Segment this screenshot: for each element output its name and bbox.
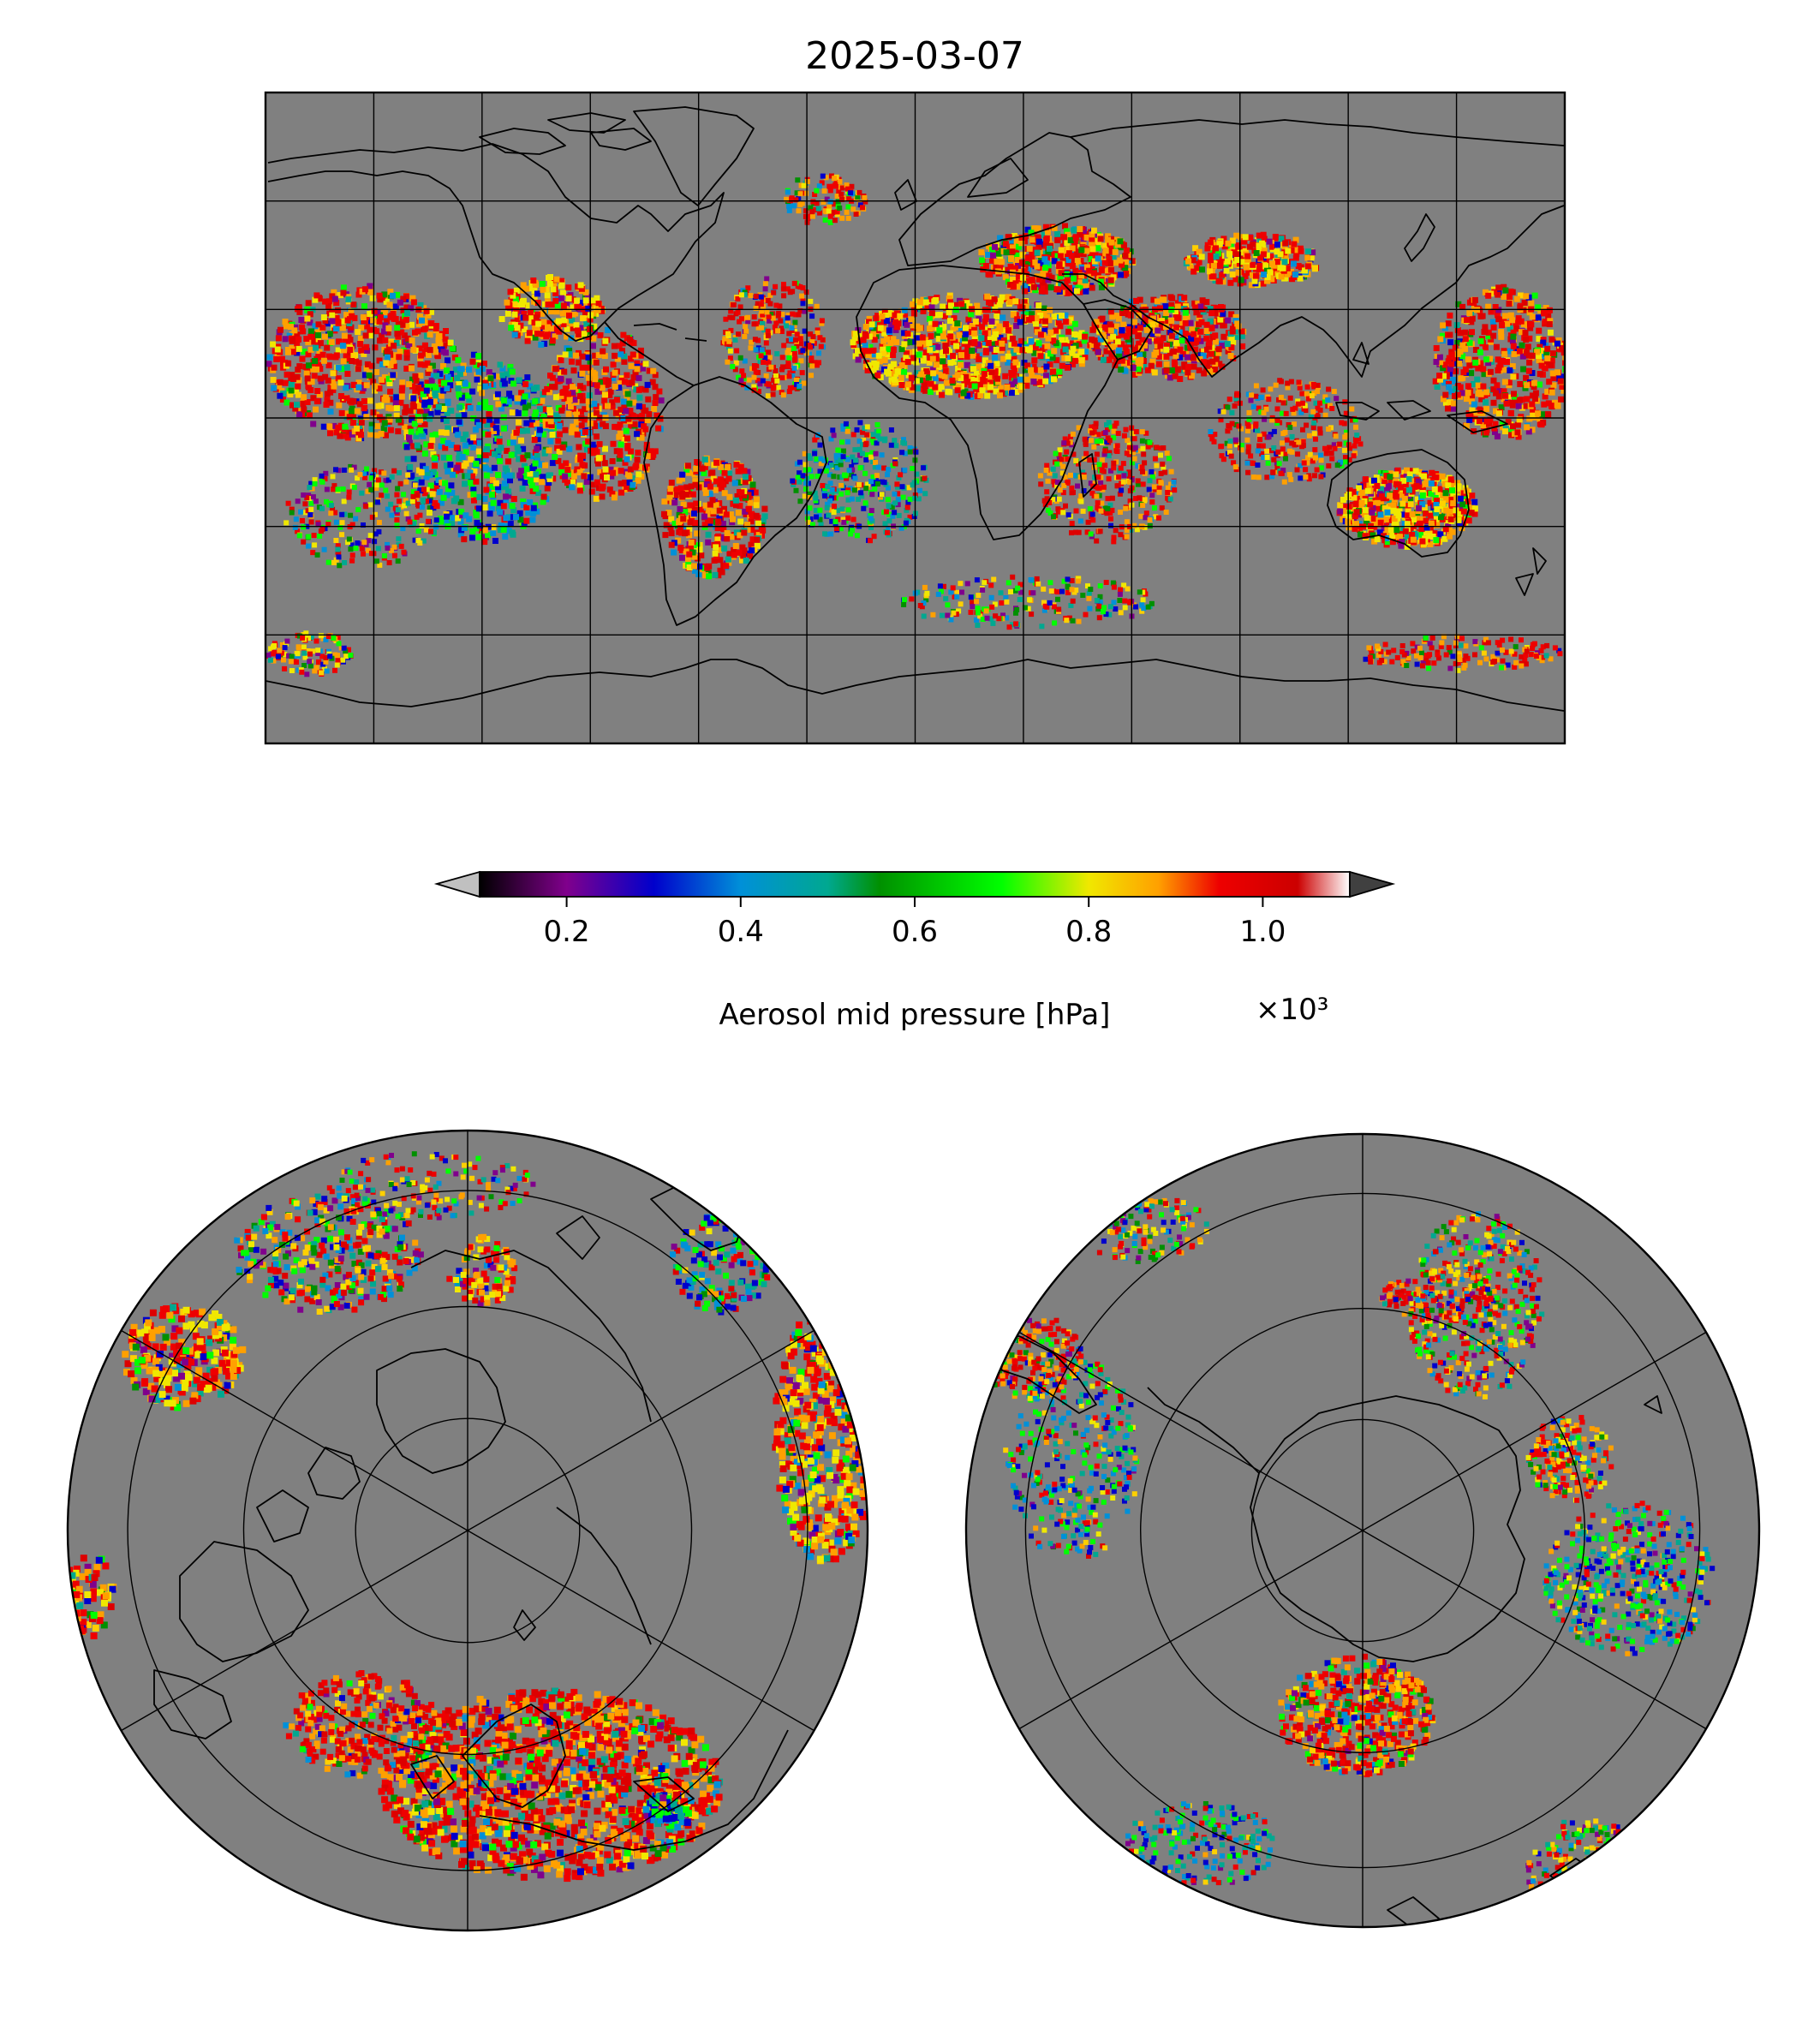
colorbar-offset-text: ×10³ [1256,993,1328,1027]
colorbar-label: Aerosol mid pressure [hPa] [719,998,1111,1032]
south-polar-map [964,1132,1761,1929]
colorbar-tick-label: 0.8 [1065,915,1112,949]
global-map-aerosol-pixels [266,173,1565,677]
colorbar-ticks: 0.2 0.4 0.6 0.8 1.0 [544,897,1286,949]
south-polar-map-aerosol-pixels [979,1191,1716,1922]
colorbar: 0.2 0.4 0.6 0.8 1.0 Aerosol mid pressure [hP… [433,870,1396,1032]
colorbar-over-extension [1349,870,1396,898]
north-polar-map-frame [66,1129,869,1932]
north-polar-map-gridlines [121,1131,815,1931]
colorbar-tick-label: 0.6 [892,915,938,949]
global-map-frame [264,91,1566,745]
north-polar-map [66,1129,869,1932]
global-map-coastlines [266,106,1565,712]
south-polar-map-gridlines [1018,1134,1707,1927]
global-map-gridlines [266,92,1565,743]
colorbar-under-extension [433,870,480,898]
colorbar-tick-label: 0.2 [544,915,590,949]
south-polar-map-frame [964,1132,1761,1929]
global-map [264,91,1566,745]
colorbar-tick-label: 1.0 [1239,915,1286,949]
colorbar-tick-label: 0.4 [718,915,764,949]
colorbar-gradient-bar [479,871,1351,898]
figure-title: 2025-03-07 [805,34,1024,78]
